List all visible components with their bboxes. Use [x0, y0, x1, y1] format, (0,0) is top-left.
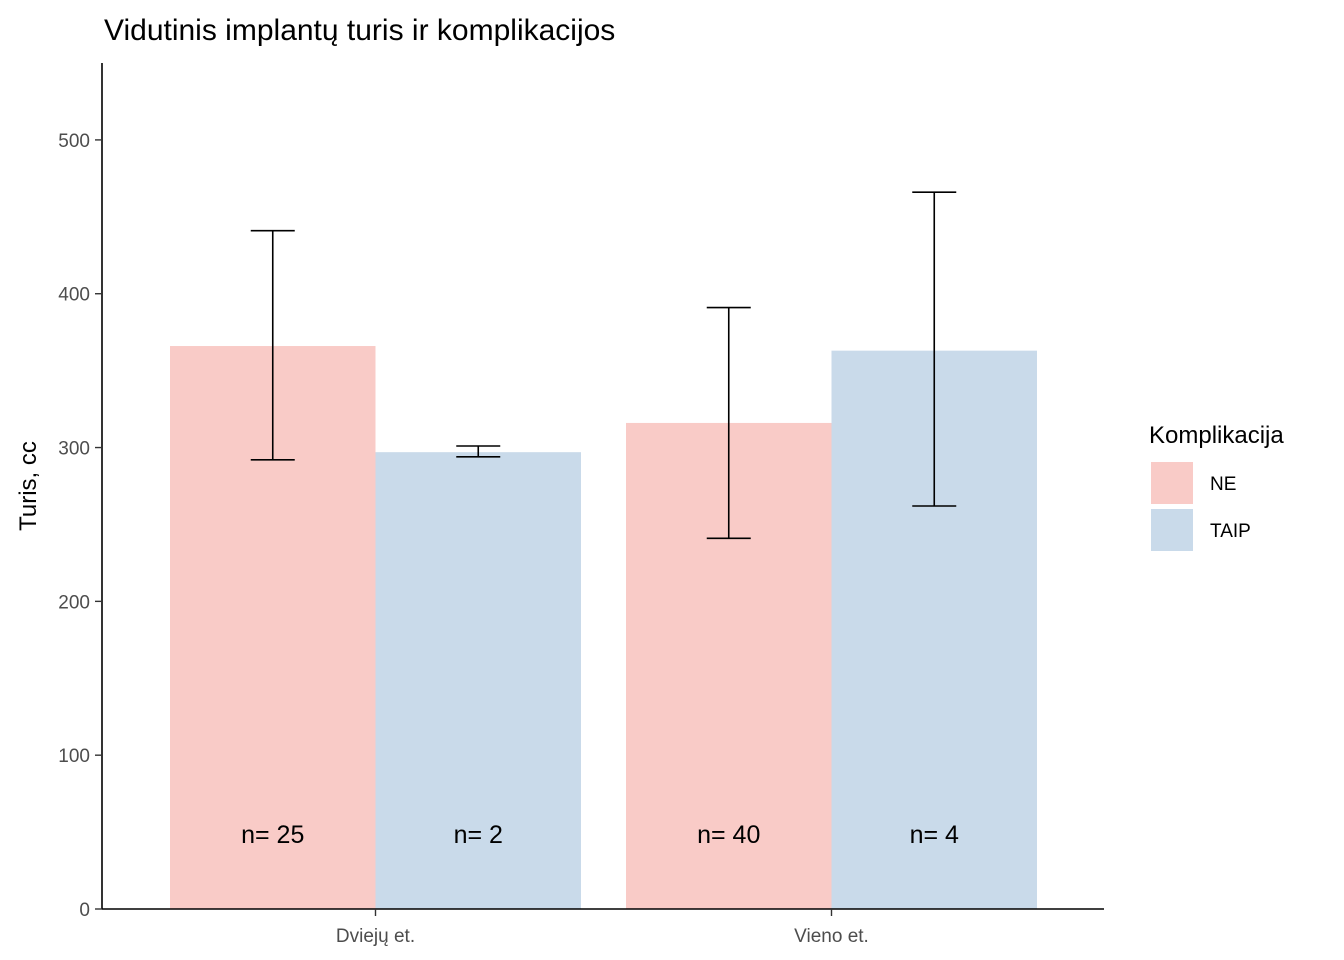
- axes-layer: 0 100 200 300 400 500 Dviejų et. Vieno et.: [58, 63, 1104, 947]
- error-bar-ne-1: [250, 229, 295, 461]
- n-label: n= 40: [697, 821, 760, 849]
- x-tick-label: Dviejų et.: [336, 926, 415, 947]
- bar-taip-1: [375, 452, 581, 909]
- n-label: n= 4: [910, 821, 959, 849]
- y-tick-label: 200: [58, 592, 90, 613]
- legend-key-ne: [1151, 462, 1193, 504]
- y-tick-label: 100: [58, 746, 90, 767]
- error-bar-taip-2: [912, 191, 957, 507]
- legend-title: Komplikacija: [1149, 422, 1284, 449]
- legend-label-ne: NE: [1210, 474, 1236, 495]
- y-axis-title: Turis, cc: [15, 441, 42, 531]
- legend-key-taip: [1151, 509, 1193, 551]
- n-label: n= 2: [454, 821, 503, 849]
- y-tick-label: 500: [58, 131, 90, 152]
- y-tick-label: 400: [58, 285, 90, 306]
- chart-title: Vidutinis implantų turis ir komplikacijo…: [104, 14, 615, 47]
- x-tick-label: Vieno et.: [794, 926, 869, 947]
- y-tick-label: 300: [58, 439, 90, 460]
- errorbars-layer: [250, 191, 957, 540]
- legend: Komplikacija NE TAIP: [1149, 422, 1284, 551]
- error-bar-ne-2: [706, 306, 751, 540]
- n-labels-layer: n= 25 n= 2 n= 40 n= 4: [241, 821, 959, 849]
- n-label: n= 25: [241, 821, 304, 849]
- error-bar-taip-1: [456, 445, 501, 458]
- y-tick-label: 0: [79, 900, 90, 921]
- legend-label-taip: TAIP: [1210, 521, 1251, 542]
